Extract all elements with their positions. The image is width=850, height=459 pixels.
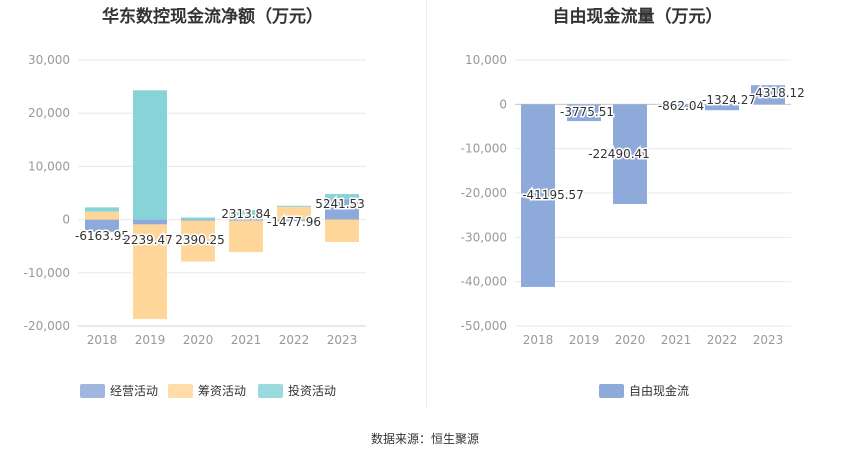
y-tick-label: 10,000 bbox=[28, 159, 70, 173]
y-tick-label: -30,000 bbox=[461, 230, 507, 244]
y-tick-label: -10,000 bbox=[24, 266, 70, 280]
chart1-title: 华东数控现金流净额（万元） bbox=[102, 7, 323, 27]
legend-label: 筹资活动 bbox=[198, 384, 246, 398]
legend-swatch bbox=[80, 384, 105, 398]
free-cash-flow-label: -1324.27 bbox=[702, 93, 756, 107]
x-tick-label: 2023 bbox=[753, 333, 784, 347]
x-tick-label: 2019 bbox=[569, 333, 600, 347]
bar bbox=[705, 104, 739, 111]
x-tick-label: 2022 bbox=[707, 333, 738, 347]
bar-segment bbox=[181, 217, 215, 220]
bar-segment bbox=[85, 219, 119, 232]
bar-segment bbox=[229, 210, 263, 220]
y-tick-label: 30,000 bbox=[28, 53, 70, 67]
bar-segment bbox=[133, 90, 167, 220]
net-cash-flow-label: 2390.25 bbox=[175, 233, 225, 247]
net-cash-flow-label: 2239.47 bbox=[123, 233, 173, 247]
y-tick-label: -20,000 bbox=[24, 319, 70, 333]
bar-segment bbox=[133, 224, 167, 320]
y-tick-label: -40,000 bbox=[461, 275, 507, 289]
y-tick-label: -10,000 bbox=[461, 142, 507, 156]
x-tick-label: 2019 bbox=[135, 333, 166, 347]
bar-segment bbox=[85, 211, 119, 220]
free-cash-flow-label: -3775.51 bbox=[560, 105, 614, 119]
chart2-title: 自由现金流量（万元） bbox=[552, 7, 723, 27]
bar-segment bbox=[325, 219, 359, 242]
net-cash-flow-label: 5241.53 bbox=[315, 197, 365, 211]
bar-segment bbox=[325, 199, 359, 220]
bar-segment bbox=[133, 219, 167, 225]
free-cash-flow-label: -41195.57 bbox=[522, 188, 584, 202]
free-cash-flow-label: 4318.12 bbox=[755, 86, 805, 100]
panel-divider bbox=[426, 0, 427, 408]
y-tick-label: 0 bbox=[499, 97, 507, 111]
legend-label: 投资活动 bbox=[288, 383, 336, 398]
x-tick-label: 2020 bbox=[615, 333, 646, 347]
bar-segment bbox=[85, 207, 119, 212]
legend-swatch bbox=[599, 384, 624, 398]
legend-label: 经营活动 bbox=[110, 384, 158, 398]
x-tick-label: 2018 bbox=[523, 333, 554, 347]
x-tick-label: 2022 bbox=[279, 333, 310, 347]
bar-segment bbox=[181, 220, 215, 262]
data-source: 数据来源：恒生聚源 bbox=[370, 432, 479, 446]
y-tick-label: -20,000 bbox=[461, 186, 507, 200]
bar bbox=[659, 104, 693, 109]
net-cash-flow-label: 2313.84 bbox=[221, 207, 271, 221]
bar bbox=[751, 85, 785, 105]
net-cash-flow-label: -1477.96 bbox=[267, 215, 321, 229]
bar-segment bbox=[181, 219, 215, 221]
bar-segment bbox=[277, 219, 311, 222]
bar bbox=[613, 104, 647, 205]
bar-segment bbox=[325, 194, 359, 200]
bar bbox=[567, 104, 601, 122]
x-tick-label: 2018 bbox=[87, 333, 118, 347]
x-tick-label: 2021 bbox=[231, 333, 262, 347]
free-cash-flow-label: -862.04 bbox=[658, 99, 704, 113]
legend-swatch bbox=[258, 384, 283, 398]
legend-label: 自由现金流 bbox=[629, 383, 689, 398]
bar-segment bbox=[277, 206, 311, 220]
bar-segment bbox=[229, 220, 263, 253]
net-cash-flow-label: -6163.95 bbox=[75, 229, 129, 243]
free-cash-flow-chart: 10,000 0 -10,000 -20,000 -30,000 -40,000 -50,0… bbox=[461, 53, 806, 398]
y-tick-label: 0 bbox=[62, 213, 70, 227]
y-tick-label: -50,000 bbox=[461, 319, 507, 333]
x-tick-label: 2021 bbox=[661, 333, 692, 347]
y-tick-label: 10,000 bbox=[465, 53, 507, 67]
bar bbox=[521, 104, 555, 287]
legend-swatch bbox=[168, 384, 193, 398]
y-tick-label: 20,000 bbox=[28, 106, 70, 120]
x-tick-label: 2023 bbox=[327, 333, 358, 347]
cash-flow-chart: 30,000 20,000 10,000 0 -10,000 -20,000 2018 201… bbox=[24, 53, 366, 398]
free-cash-flow-label: -22490.41 bbox=[588, 147, 650, 161]
bar-segment bbox=[229, 219, 263, 221]
x-tick-label: 2020 bbox=[183, 333, 214, 347]
bar-segment bbox=[277, 205, 311, 207]
